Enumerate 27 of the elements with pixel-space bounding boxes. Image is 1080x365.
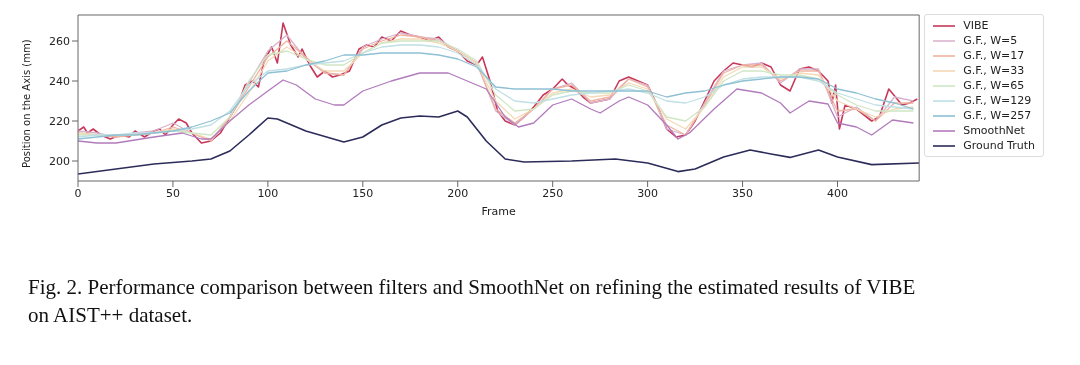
line-series [78, 72, 915, 144]
x-tick-label: 150 [352, 186, 374, 200]
x-tick-label: 100 [257, 186, 279, 200]
legend-label: Ground Truth [963, 138, 1035, 153]
line-series [78, 110, 920, 175]
legend-label: G.F., W=17 [963, 48, 1025, 63]
x-tick-label: 50 [165, 186, 180, 200]
legend-label: G.F., W=257 [963, 108, 1032, 123]
x-tick-label: 200 [447, 186, 469, 200]
x-axis-title: Frame [481, 205, 516, 218]
x-tick-label: 250 [542, 186, 564, 200]
y-tick-label: 220 [49, 114, 70, 128]
legend-label: G.F., W=33 [963, 63, 1025, 78]
y-tick-label: 260 [49, 34, 70, 48]
legend-label: VIBE [963, 18, 989, 33]
x-tick-label: 350 [732, 186, 754, 200]
x-tick-label: 0 [74, 186, 82, 200]
x-tick-label: 400 [827, 186, 849, 200]
y-tick-label: 240 [49, 74, 70, 88]
legend-label: G.F., W=5 [963, 33, 1018, 48]
legend-label: SmoothNet [963, 123, 1025, 138]
caption: Fig. 2. Performance comparison between filters and SmoothNet on refining the estimated results of VIBE on AIST++ dataset. [28, 274, 917, 329]
legend-label: G.F., W=129 [963, 93, 1032, 108]
y-tick-label: 200 [49, 154, 70, 168]
legend-label: G.F., W=65 [963, 78, 1025, 93]
y-axis-title: Position on the Axis (mm) [20, 39, 32, 168]
x-tick-label: 300 [637, 186, 659, 200]
